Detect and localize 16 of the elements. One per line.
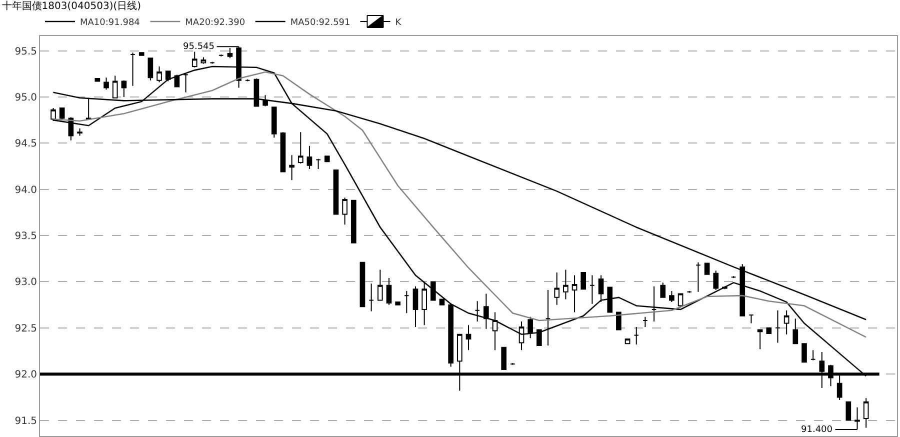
y-tick-label: 93.5 (14, 231, 37, 242)
legend-label: MA20:92.390 (185, 18, 246, 28)
annotation: 95.545 (183, 42, 214, 52)
y-tick-label: 92.5 (14, 323, 37, 334)
legend-label: MA50:92.591 (290, 18, 350, 28)
annotation: 91.400 (801, 425, 833, 435)
y-tick-label: 93.0 (14, 277, 37, 288)
y-tick-label: 94.5 (14, 138, 37, 150)
legend-label: MA10:91.984 (80, 18, 140, 28)
y-tick-label: 95.0 (14, 92, 37, 104)
y-tick-label: 94.0 (14, 184, 37, 196)
y-tick-label: 95.5 (14, 46, 37, 58)
chart-title: 十年国债1803(040503)(日线) (2, 0, 142, 12)
y-tick-label: 91.5 (14, 416, 37, 427)
legend-label: K (395, 18, 402, 28)
y-tick-label: 92.0 (14, 370, 37, 381)
